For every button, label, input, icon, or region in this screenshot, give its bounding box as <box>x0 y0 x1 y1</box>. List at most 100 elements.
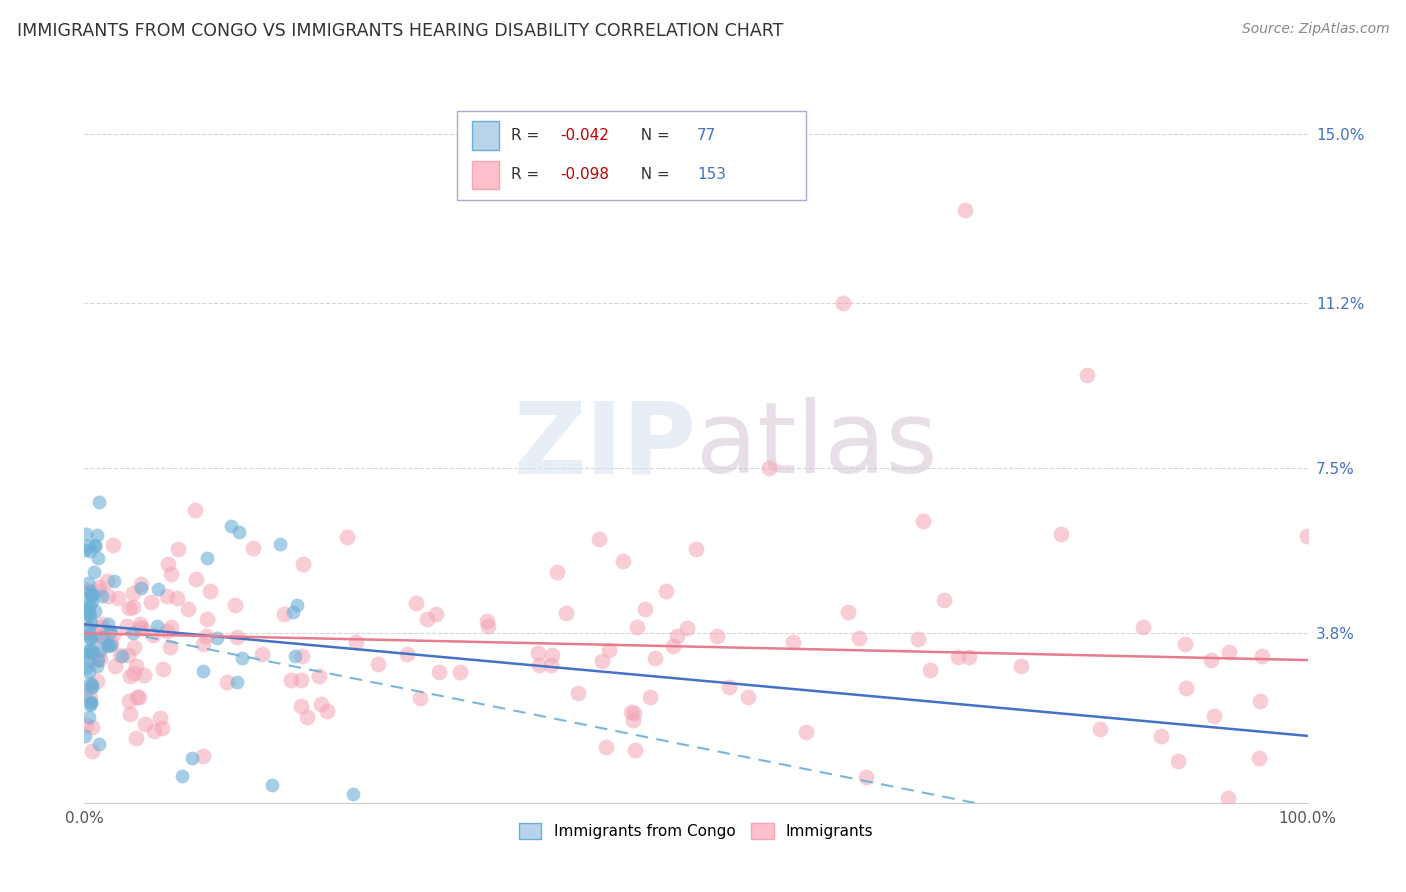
Point <box>291 648 314 663</box>
Point <box>159 640 181 655</box>
Point <box>79 583 101 598</box>
Point <box>295 710 318 724</box>
Point <box>141 595 163 609</box>
Point <box>75 648 97 662</box>
Bar <box>472 161 499 189</box>
Point <box>80 696 103 710</box>
Point <box>280 673 302 687</box>
Text: Source: ZipAtlas.com: Source: ZipAtlas.com <box>1241 22 1389 37</box>
Point <box>76 539 98 553</box>
Point <box>198 584 221 599</box>
Point <box>623 706 645 720</box>
Point <box>96 617 118 632</box>
Point <box>152 662 174 676</box>
Point <box>1090 723 1112 737</box>
Point <box>957 650 980 665</box>
Point <box>1167 755 1189 769</box>
Point <box>77 665 100 680</box>
Point <box>107 591 129 606</box>
Point <box>87 584 110 599</box>
Point <box>122 586 145 600</box>
Point <box>83 604 105 618</box>
Point <box>290 698 312 713</box>
Point <box>195 550 218 565</box>
Point <box>156 624 179 638</box>
Point <box>104 658 127 673</box>
Point <box>167 542 190 557</box>
Point <box>80 587 103 601</box>
Point <box>86 653 108 667</box>
Point <box>281 605 304 619</box>
Point <box>131 621 153 635</box>
Bar <box>472 121 499 150</box>
Point <box>186 572 208 586</box>
Point <box>758 461 780 475</box>
Point <box>91 630 114 644</box>
Point <box>309 697 332 711</box>
Text: R =: R = <box>512 128 544 143</box>
Point <box>80 615 103 630</box>
Point <box>118 706 141 721</box>
Point <box>1296 529 1319 543</box>
Text: N =: N = <box>631 168 675 182</box>
Point <box>132 668 155 682</box>
Point <box>1249 694 1271 708</box>
Point <box>96 574 118 589</box>
Point <box>97 638 120 652</box>
Point <box>920 663 942 677</box>
Point <box>117 648 139 662</box>
Point <box>100 636 122 650</box>
Point <box>87 495 110 509</box>
Point <box>87 551 110 566</box>
Point <box>90 620 112 634</box>
Point <box>145 619 167 633</box>
Point <box>122 626 145 640</box>
Point <box>546 566 568 580</box>
Text: IMMIGRANTS FROM CONGO VS IMMIGRANTS HEARING DISABILITY CORRELATION CHART: IMMIGRANTS FROM CONGO VS IMMIGRANTS HEAR… <box>17 22 783 40</box>
Point <box>644 651 666 665</box>
Point <box>1174 637 1197 651</box>
Point <box>948 650 970 665</box>
Point <box>79 632 101 646</box>
Point <box>76 602 98 616</box>
Point <box>84 538 107 552</box>
Point <box>152 721 174 735</box>
Point <box>79 681 101 695</box>
Point <box>129 581 152 595</box>
FancyBboxPatch shape <box>457 111 806 200</box>
Point <box>80 678 103 692</box>
Text: atlas: atlas <box>696 398 938 494</box>
Point <box>588 533 610 547</box>
Point <box>626 620 648 634</box>
Point <box>98 625 121 640</box>
Legend: Immigrants from Congo, Immigrants: Immigrants from Congo, Immigrants <box>512 817 880 845</box>
Point <box>149 711 172 725</box>
Point <box>342 787 364 801</box>
Point <box>79 543 101 558</box>
Point <box>718 680 741 694</box>
Point <box>90 629 112 643</box>
Point <box>912 514 935 528</box>
Point <box>125 731 148 746</box>
Point <box>193 637 215 651</box>
Point <box>737 690 759 705</box>
Point <box>336 531 359 545</box>
Point <box>1247 751 1270 765</box>
Point <box>475 614 498 628</box>
Point <box>953 202 976 217</box>
Point <box>1216 791 1239 805</box>
Point <box>118 694 141 708</box>
Point <box>250 647 273 661</box>
Point <box>1050 527 1073 541</box>
Point <box>409 690 432 705</box>
Point <box>315 704 337 718</box>
Point <box>654 583 676 598</box>
Text: N =: N = <box>631 128 675 143</box>
Point <box>554 607 576 621</box>
Text: R =: R = <box>512 168 544 182</box>
Point <box>425 607 447 621</box>
Point <box>567 686 589 700</box>
Point <box>89 652 111 666</box>
Point <box>1010 659 1032 673</box>
Point <box>146 582 169 596</box>
